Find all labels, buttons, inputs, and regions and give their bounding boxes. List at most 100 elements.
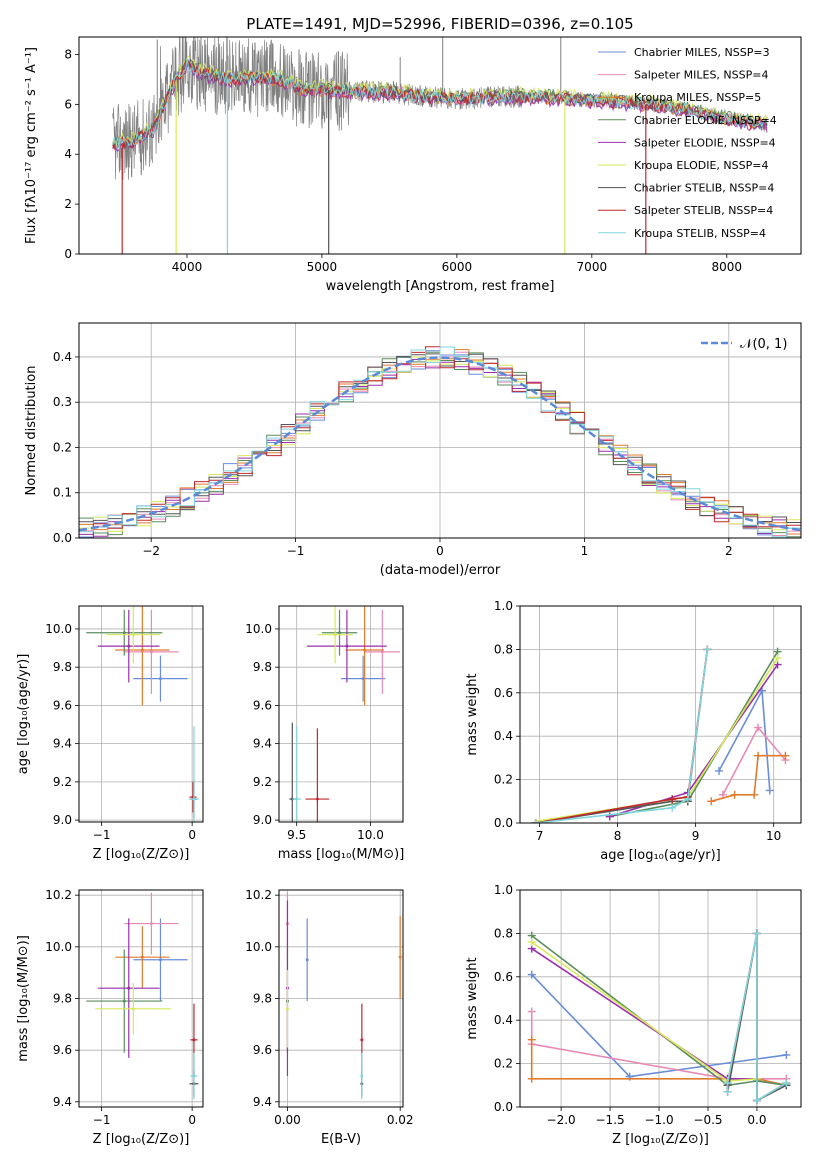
plot-area (285, 892, 402, 1100)
marker-salpeter_miles (527, 1007, 536, 1016)
figure-title: PLATE=1491, MJD=52996, FIBERID=0396, z=0… (246, 15, 633, 33)
point-salpeter_elodie (345, 644, 349, 648)
series-salpeter_elodie (531, 947, 757, 1080)
plot-area (112, 37, 768, 254)
y-tick-label: 6 (64, 97, 72, 111)
marker-kroupa_miles (730, 790, 739, 799)
y-tick-label: 0.1 (53, 486, 72, 500)
legend-entry: Salpeter ELODIE, NSSP=4 (634, 136, 776, 149)
plot-area (86, 892, 199, 1100)
series-salpeter_elodie (609, 664, 779, 818)
y-tick-label: 10.0 (45, 940, 72, 954)
marker-chabrier_miles (715, 766, 724, 775)
y-tick-label: 0.2 (494, 773, 513, 787)
y-tick-label: 0.8 (494, 926, 513, 940)
legend-entry: Chabrier STELIB, NSSP=4 (634, 182, 774, 195)
x-tick-label: −1.0 (644, 1113, 673, 1127)
point-kroupa_miles (398, 955, 402, 959)
x-tick-label: 1 (581, 544, 589, 558)
y-tick-label: 8 (64, 47, 72, 61)
marker-kroupa_stelib (531, 819, 540, 823)
point-chabrier_elodie (122, 999, 126, 1003)
y-tick-label: 0.6 (494, 970, 513, 984)
point-chabrier_miles (158, 677, 162, 681)
axes-frame (78, 605, 204, 823)
x-axis-label: (data-model)/error (380, 563, 501, 578)
y-tick-label: 0.4 (53, 350, 72, 364)
panel-mass-vs-Z: −1 0 9.4 9.6 9.8 10.0 10.2 Z [log₁₀(Z/Z⊙)] mass … (16, 888, 204, 1147)
x-tick-label: 2 (725, 544, 733, 558)
point-salpeter_stelib (360, 1038, 364, 1042)
x-axis-label: E(B-V) (321, 1132, 361, 1147)
y-tick-label: 10.2 (245, 888, 272, 902)
point-salpeter_miles (149, 650, 153, 654)
x-tick-label: 0 (188, 828, 196, 842)
marker-salpeter_miles (754, 723, 763, 732)
y-tick-label: 0.3 (53, 395, 72, 409)
gaussian-reference (79, 356, 801, 532)
y-tick-label: 9.8 (253, 992, 272, 1006)
y-tick-label: 10.0 (45, 622, 72, 636)
x-axis-label: mass [log₁₀(M/M⊙)] (278, 847, 405, 862)
plot-area (527, 929, 791, 1105)
point-salpeter_elodie (127, 986, 131, 990)
y-tick-label: 0.6 (494, 686, 513, 700)
x-tick-label: 5000 (307, 260, 338, 274)
y-tick-label: 10.2 (45, 888, 72, 902)
x-tick-label: 9 (692, 829, 700, 843)
series-kroupa_elodie (531, 941, 757, 1082)
marker-kroupa_stelib (723, 1087, 732, 1096)
legend-entry: Salpeter STELIB, NSSP=4 (634, 204, 773, 217)
axes-frame (278, 605, 404, 823)
point-kroupa_miles (140, 955, 144, 959)
axes-frame (78, 322, 802, 539)
axes-frame (78, 889, 204, 1108)
y-tick-label: 9.2 (253, 775, 272, 789)
x-tick-label: −2.0 (547, 1113, 576, 1127)
panel-mass-vs-ebv: 0.00 0.02 9.4 9.6 9.8 10.0 10.2 E(B-V) (245, 888, 413, 1147)
axes-frame (278, 889, 404, 1108)
legend-entry-gaussian: 𝒩(0, 1) (740, 337, 787, 352)
point-chabrier_elodie (338, 631, 342, 635)
legend-entry: Kroupa ELODIE, NSSP=4 (634, 159, 768, 172)
y-tick-label: 0.2 (53, 440, 72, 454)
axes-frame (519, 889, 802, 1108)
marker-chabrier_miles (527, 970, 536, 979)
x-tick-label: −2 (142, 544, 160, 558)
y-tick-label: 4 (64, 147, 72, 161)
marker-kroupa_miles (754, 751, 763, 760)
point-kroupa_miles (140, 648, 144, 652)
x-tick-label: −1 (93, 828, 111, 842)
series-kroupa_elodie (539, 657, 779, 822)
x-tick-label: 7000 (577, 260, 608, 274)
series-kroupa_miles (530, 1039, 787, 1087)
axes-frame (78, 36, 802, 255)
point-salpeter_miles (380, 650, 384, 654)
marker-chabrier_miles (782, 1050, 791, 1059)
x-axis-label: wavelength [Angstrom, rest frame] (326, 279, 555, 294)
marker-kroupa_miles (750, 790, 759, 799)
plot-area (79, 346, 801, 538)
legend-entry: Kroupa STELIB, NSSP=4 (634, 227, 766, 240)
marker-kroupa_stelib (752, 929, 761, 938)
x-tick-label: 10 (766, 829, 781, 843)
y-tick-label: 9.4 (53, 737, 72, 751)
point-kroupa_stelib (192, 797, 196, 801)
y-tick-label: 1.0 (494, 883, 513, 897)
x-tick-label: 0.00 (274, 1113, 301, 1127)
point-kroupa_stelib (192, 1074, 196, 1078)
y-axis-label: mass weight (465, 673, 480, 755)
x-tick-label: −1 (93, 1113, 111, 1127)
x-tick-label: 0 (188, 1113, 196, 1127)
y-tick-label: 9.8 (53, 992, 72, 1006)
marker-kroupa_miles (527, 1074, 536, 1083)
marker-kroupa_miles (707, 797, 716, 806)
legend-entry: Kroupa MILES, NSSP=5 (634, 91, 761, 104)
marker-salpeter_stelib (668, 795, 677, 804)
marker-kroupa_stelib (752, 1096, 761, 1105)
marker-kroupa_elodie (773, 654, 782, 663)
point-kroupa_stelib (295, 797, 299, 801)
panel-spectrum: 4000 5000 6000 7000 8000 0 2 4 6 8 wavelength [Ang… (24, 36, 802, 294)
x-tick-label: 10.0 (357, 828, 384, 842)
y-tick-label: 0.0 (494, 816, 513, 830)
